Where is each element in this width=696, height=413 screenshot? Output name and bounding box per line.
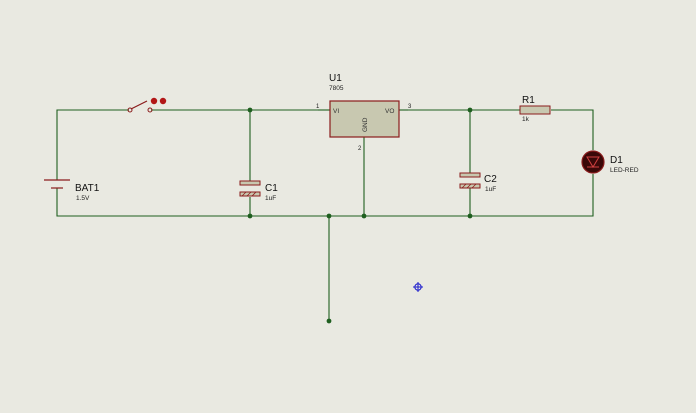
r1-ref: R1 bbox=[522, 95, 535, 106]
junction-dot bbox=[326, 318, 332, 324]
crosshair-cursor-icon bbox=[413, 282, 423, 292]
battery-ref: BAT1 bbox=[75, 183, 100, 194]
c2-hatch bbox=[466, 183, 472, 189]
capacitor-c1[interactable]: C1 1uF bbox=[239, 180, 278, 202]
u1-value: 7805 bbox=[329, 85, 344, 92]
c1-value: 1uF bbox=[265, 195, 276, 202]
c2-value: 1uF bbox=[485, 186, 496, 193]
c1-ref: C1 bbox=[265, 183, 278, 194]
r1-body[interactable] bbox=[519, 105, 551, 115]
battery-value: 1.5V bbox=[76, 195, 90, 202]
led-diode-icon bbox=[586, 156, 600, 168]
junction-dot bbox=[467, 107, 473, 113]
switch-contact-right bbox=[147, 107, 153, 113]
c2-plate-bottom bbox=[459, 183, 481, 189]
led-d1[interactable]: D1 LED-RED bbox=[581, 150, 639, 174]
c2-plate-top bbox=[459, 172, 481, 178]
led-value: LED-RED bbox=[610, 167, 639, 174]
c2-ref: C2 bbox=[484, 174, 497, 185]
u1-pin2-num: 2 bbox=[358, 146, 362, 152]
c1-hatch bbox=[251, 191, 257, 197]
c1-plate-top bbox=[239, 180, 261, 186]
u1-pin-vi: VI bbox=[333, 108, 339, 115]
junction-dot bbox=[247, 213, 253, 219]
u1-ref: U1 bbox=[329, 73, 342, 84]
c2-hatch bbox=[471, 183, 477, 189]
c1-hatch bbox=[246, 191, 252, 197]
regulator-u1[interactable]: U1 7805 VI VO GND 1 3 2 bbox=[316, 73, 412, 152]
wire-battery-to-switch[interactable] bbox=[56, 109, 129, 180]
wires bbox=[56, 109, 594, 321]
u1-pin1-num: 1 bbox=[316, 104, 320, 110]
junction-dot bbox=[467, 213, 473, 219]
c1-plate-bottom bbox=[239, 191, 261, 197]
switch-actuator-icon[interactable] bbox=[150, 97, 158, 105]
led-ref: D1 bbox=[610, 155, 623, 166]
switch[interactable] bbox=[127, 97, 167, 113]
led-body[interactable] bbox=[581, 150, 605, 174]
c2-hatch bbox=[461, 183, 467, 189]
wire-resistor-to-led[interactable] bbox=[551, 109, 594, 150]
u1-pin-gnd: GND bbox=[362, 117, 369, 132]
r1-value: 1k bbox=[522, 116, 530, 123]
battery-bat1[interactable]: BAT1 1.5V bbox=[44, 179, 100, 202]
capacitor-c2[interactable]: C2 1uF bbox=[459, 172, 497, 193]
junction-dot bbox=[326, 213, 332, 219]
u1-pin3-num: 3 bbox=[408, 104, 412, 110]
junction-dot bbox=[247, 107, 253, 113]
u1-body[interactable] bbox=[329, 100, 400, 138]
c1-hatch bbox=[241, 191, 247, 197]
switch-contact-left bbox=[127, 107, 133, 113]
wire-ground-rail[interactable] bbox=[56, 174, 594, 217]
u1-pin-vo: VO bbox=[385, 108, 394, 115]
junctions bbox=[247, 107, 473, 324]
switch-lever bbox=[130, 100, 148, 110]
junction-dot bbox=[361, 213, 367, 219]
resistor-r1[interactable]: R1 1k bbox=[519, 95, 551, 123]
switch-actuator-icon[interactable] bbox=[159, 97, 167, 105]
